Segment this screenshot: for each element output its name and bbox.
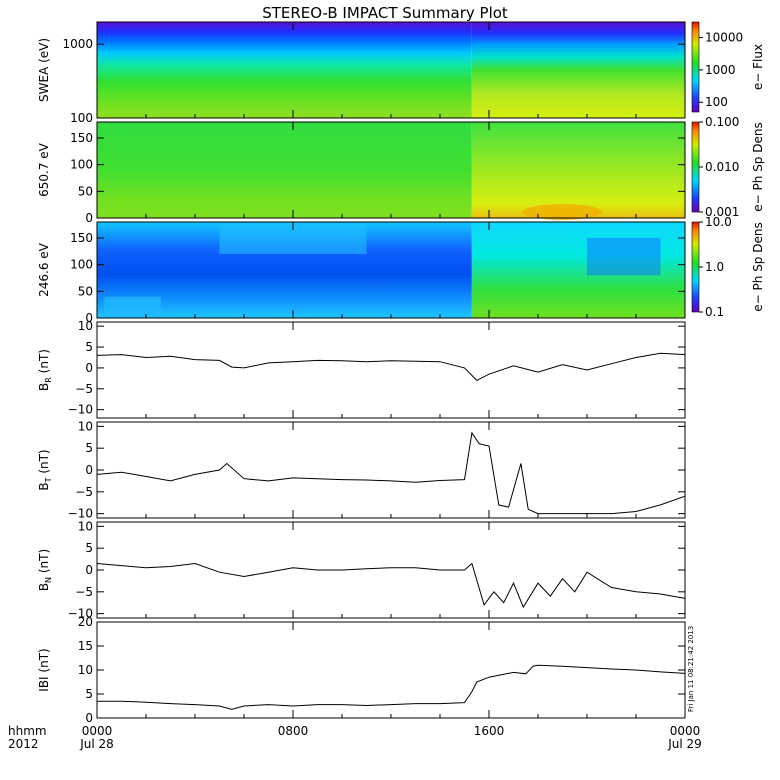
ytick-label: 10 xyxy=(78,519,93,533)
ytick-label: 0 xyxy=(85,211,93,225)
ytick-label: 5 xyxy=(85,541,93,555)
ytick-label: −10 xyxy=(68,607,93,621)
colorbar-label-1: e− Flux xyxy=(751,44,765,90)
colorbar-3 xyxy=(691,221,700,313)
creation-stamp: Fri Jan 11 08:21:42 2013 xyxy=(687,626,695,712)
panel-frame-6 xyxy=(96,521,686,619)
panel-1: 100 1000 SWEA (eV) 100 1000 10000 e− Flux xyxy=(37,21,765,125)
series-line-7 xyxy=(97,664,686,710)
colorbar-label-2: e− Ph Sp Dens xyxy=(751,122,765,211)
ytick-label: 100 xyxy=(70,111,93,125)
ytick-label: 100 xyxy=(70,158,93,172)
ytick-label: 5 xyxy=(85,687,93,701)
swea-spectrogram-quiet xyxy=(97,22,472,118)
ylabel-main: B xyxy=(37,583,51,591)
ylabel-5: BT (nT) xyxy=(37,449,53,490)
ytick-label: 10 xyxy=(78,419,93,433)
panel-3: 0 50 100 150 246.6 eV 0.1 1.0 10.0 e− Ph Sp Dens xyxy=(37,215,765,325)
ylabel-4: BR (nT) xyxy=(37,349,53,391)
ylabel-unit: (nT) xyxy=(37,349,51,377)
ytick-label: 50 xyxy=(78,184,93,198)
ylabel-3: 246.6 eV xyxy=(37,242,51,297)
series-line-4 xyxy=(96,352,686,382)
panel-4: 10 5 0 −5 −10 BR (nT) xyxy=(37,319,686,419)
colorbar-tick-label: 0.001 xyxy=(705,205,739,219)
ytick-label: 0 xyxy=(85,463,93,477)
ytick-label: −10 xyxy=(68,403,93,417)
panel-frame-4 xyxy=(96,321,686,419)
panel-frame-7 xyxy=(96,621,686,719)
ylabel-unit: (nT) xyxy=(37,648,51,676)
colorbar-tick-label: 10.0 xyxy=(705,215,732,229)
pad650-after xyxy=(471,122,685,218)
pad650-before xyxy=(97,122,472,218)
pad246-late-band xyxy=(587,238,661,276)
colorbar-tick-label: 0.010 xyxy=(705,160,739,174)
colorbar-tick-label: 0.1 xyxy=(705,305,724,319)
ylabel-subscript: R xyxy=(44,377,53,383)
ytick-label: 50 xyxy=(78,284,93,298)
colorbar-tick-label: 1.0 xyxy=(705,260,724,274)
ytick-label: 10 xyxy=(78,663,93,677)
ytick-label: 15 xyxy=(78,639,93,653)
xtick-time-label: 0000 xyxy=(670,724,701,738)
swea-spectrogram-disturbed xyxy=(471,22,685,118)
xaxis-year-label: 2012 xyxy=(8,737,39,751)
ylabel-main: B xyxy=(37,482,51,490)
pad246-lowpitch-band xyxy=(104,296,161,318)
ylabel-unit: (nT) xyxy=(37,549,51,577)
ytick-label: 20 xyxy=(78,615,93,629)
panel-2: 0 50 100 150 650.7 eV 0.001 0.010 0.100 e− Ph Sp… xyxy=(37,115,765,225)
plot-title: STEREO-B IMPACT Summary Plot xyxy=(262,4,508,22)
ytick-label: 150 xyxy=(70,231,93,245)
panel-6: 10 5 0 −5 −10 BN (nT) xyxy=(37,519,686,621)
ytick-label: 5 xyxy=(85,441,93,455)
ylabel-main: B xyxy=(37,383,51,391)
ylabel-subscript: N xyxy=(44,577,53,583)
ytick-label: −5 xyxy=(75,585,93,599)
ylabel-2: 650.7 eV xyxy=(37,142,51,197)
ylabel-subscript: T xyxy=(44,477,53,483)
colorbar-1 xyxy=(691,21,700,113)
xtick-time-label: 0000 xyxy=(82,724,113,738)
xtick-time-label: 1600 xyxy=(474,724,505,738)
ylabel-6: BN (nT) xyxy=(37,549,53,591)
ytick-label: 0 xyxy=(85,361,93,375)
ytick-label: −5 xyxy=(75,382,93,396)
panel-frame-5 xyxy=(96,421,686,519)
xtick-date-label: Jul 29 xyxy=(667,737,702,751)
colorbar-tick-label: 0.100 xyxy=(705,115,739,129)
ytick-label: −5 xyxy=(75,485,93,499)
ytick-label: −10 xyxy=(68,507,93,521)
series-line-5 xyxy=(96,431,686,515)
xaxis-row-label: hhmm xyxy=(8,724,47,738)
ytick-label: 5 xyxy=(85,340,93,354)
colorbar-label-3: e− Ph Sp Dens xyxy=(751,222,765,311)
colorbar-tick-label: 100 xyxy=(705,95,728,109)
ylabel-unit: (nT) xyxy=(37,449,51,477)
ylabel-1: SWEA (eV) xyxy=(37,38,51,102)
ylabel-main: IBI xyxy=(37,676,51,691)
colorbar-tick-label: 10000 xyxy=(705,30,743,44)
ylabel-7: IBI (nT) xyxy=(37,648,51,691)
ytick-label: 1000 xyxy=(62,37,93,51)
xtick-date-label: Jul 28 xyxy=(79,737,114,751)
colorbar-tick-label: 1000 xyxy=(705,63,736,77)
ytick-label: 150 xyxy=(70,131,93,145)
ytick-label: 100 xyxy=(70,258,93,272)
series-line-6 xyxy=(96,562,686,609)
pad650-hotspot xyxy=(522,204,603,220)
ytick-label: 0 xyxy=(85,711,93,725)
panel-7: 20 15 10 5 0 IBI (nT) xyxy=(37,615,686,725)
xtick-time-label: 0800 xyxy=(278,724,309,738)
ytick-label: 0 xyxy=(85,311,93,325)
colorbar-2 xyxy=(691,121,700,213)
panel-5: 10 5 0 −5 −10 BT (nT) xyxy=(37,419,686,521)
ytick-label: 10 xyxy=(78,319,93,333)
ytick-label: 0 xyxy=(85,563,93,577)
